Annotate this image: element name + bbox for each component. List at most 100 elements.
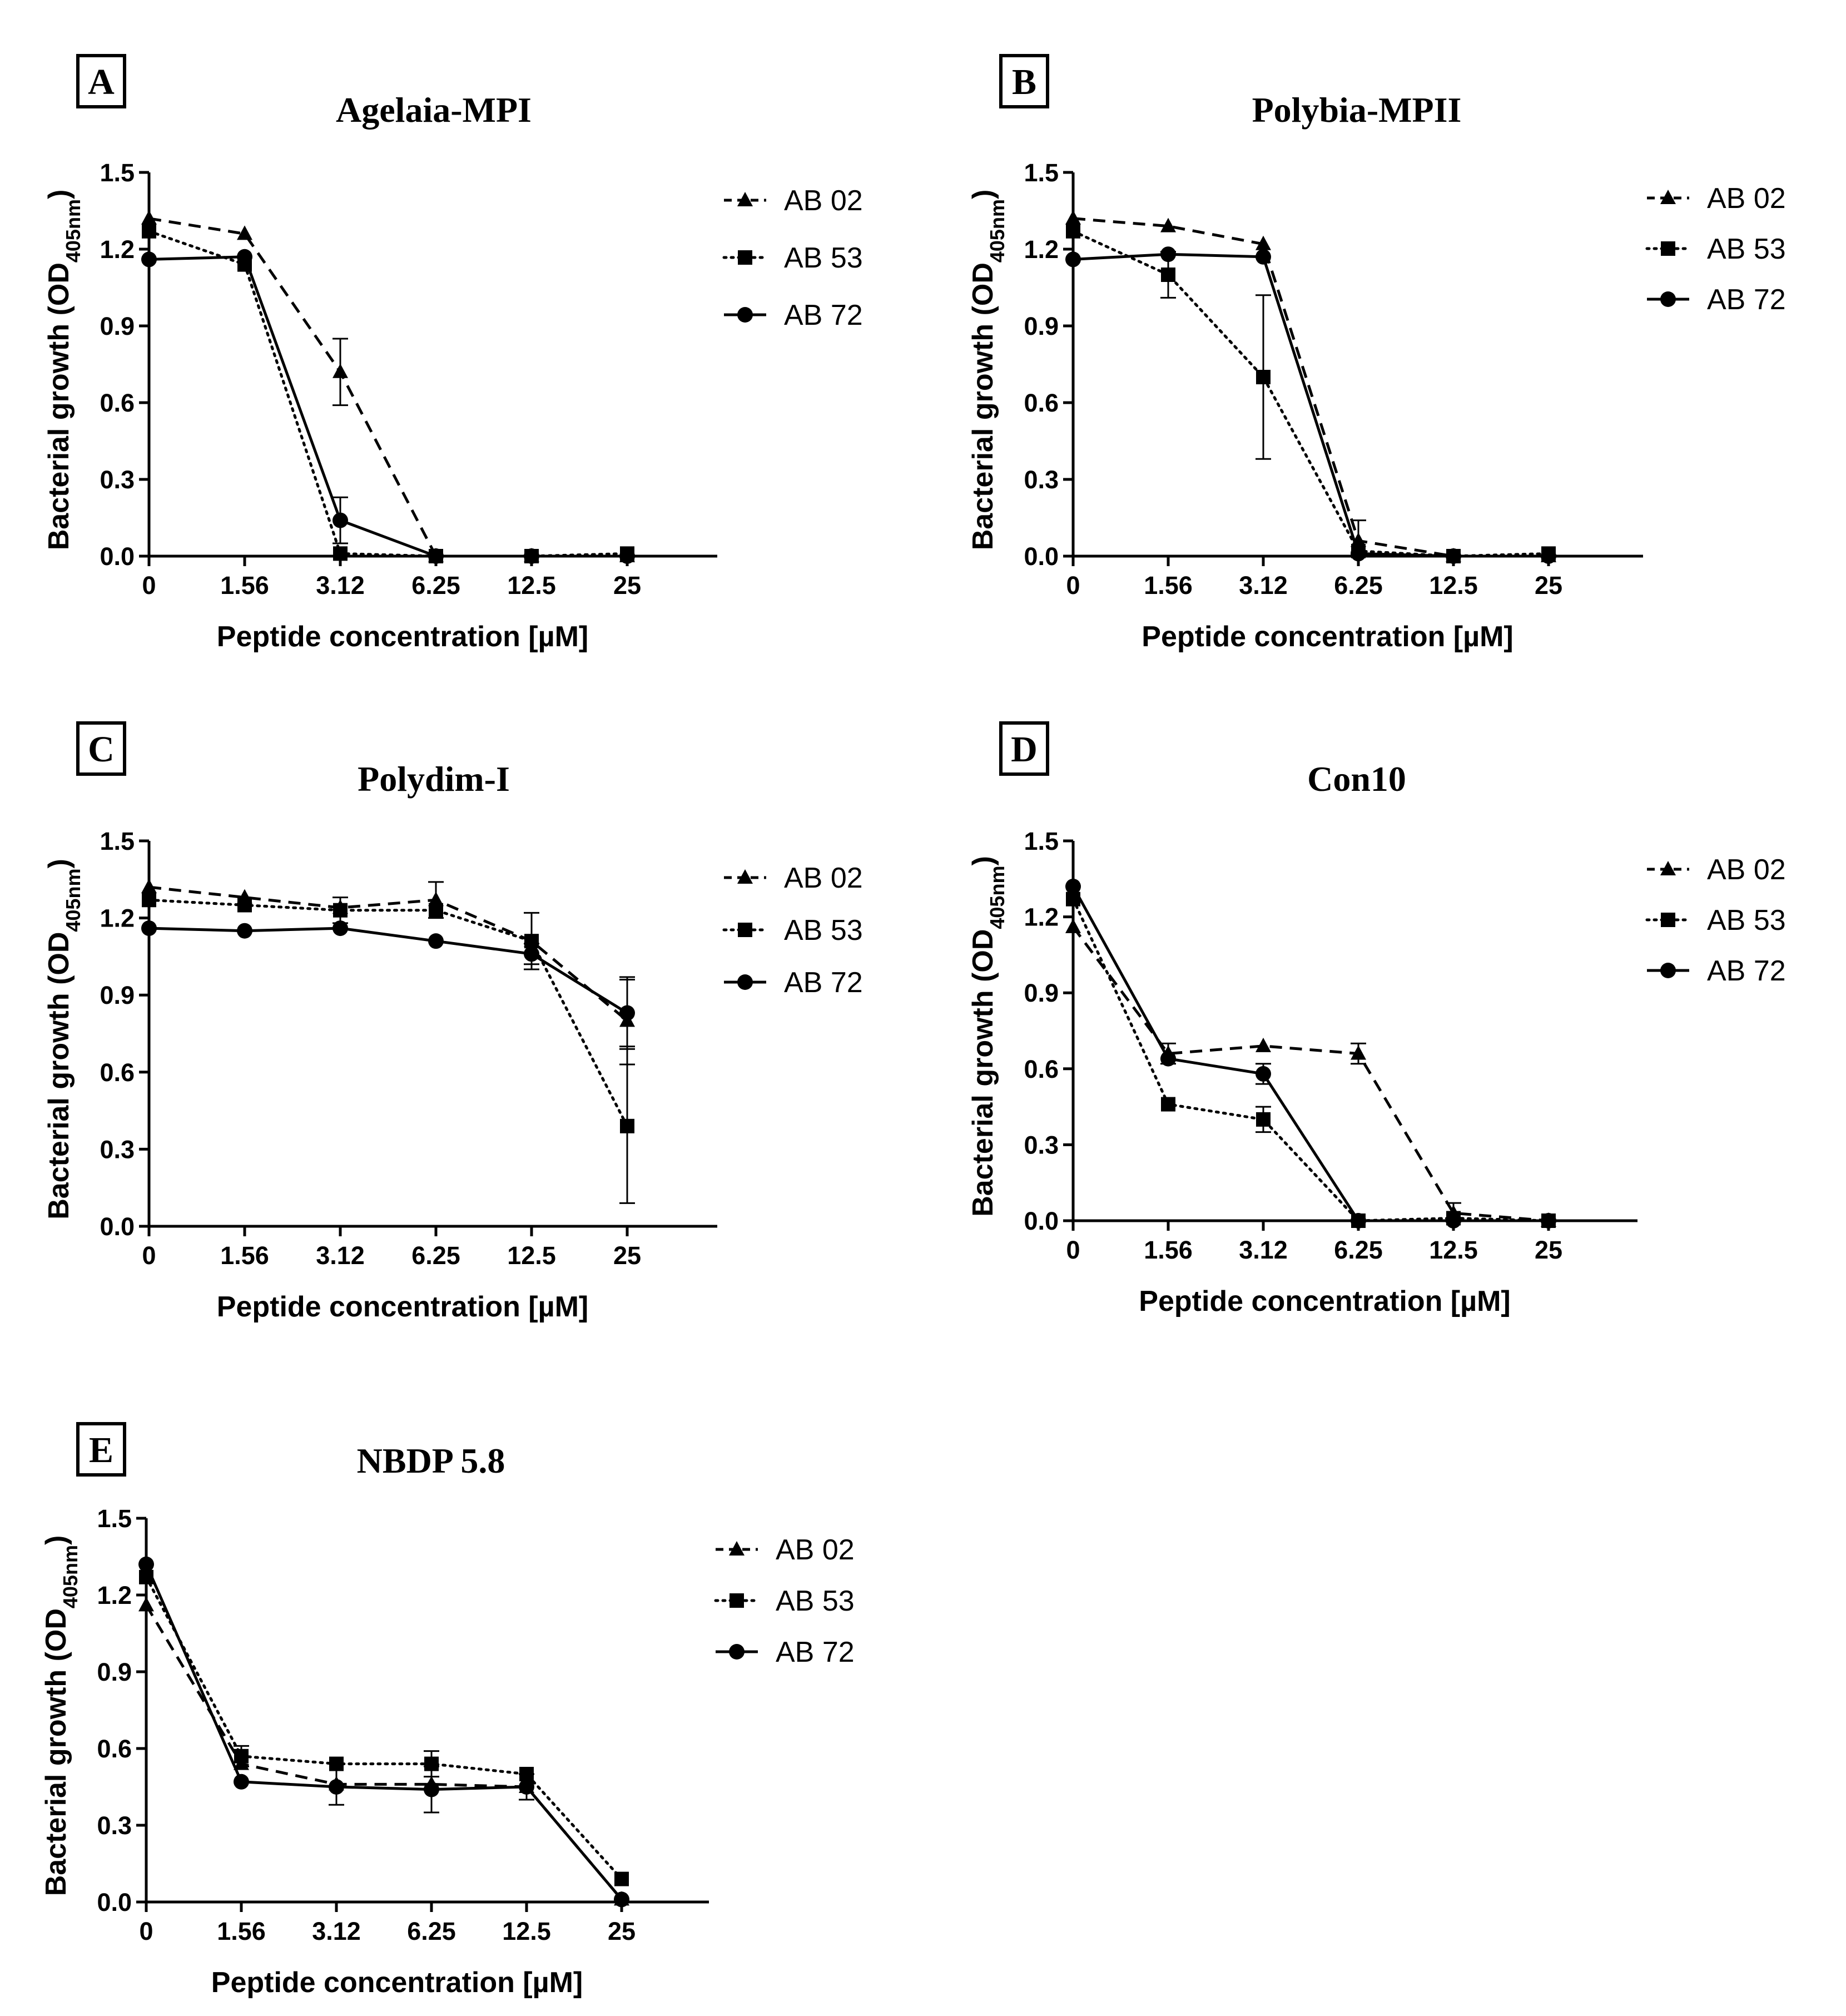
data-point bbox=[141, 879, 157, 894]
legend-entry: AB 53 bbox=[1645, 233, 1786, 265]
panel-label: B bbox=[1012, 62, 1036, 102]
series-line bbox=[145, 1604, 623, 1901]
data-point bbox=[1065, 878, 1081, 894]
legend-label: AB 72 bbox=[784, 967, 863, 999]
series-ab-53 bbox=[1066, 891, 1556, 1228]
y-axis-title-close: ) bbox=[967, 856, 999, 865]
series-line bbox=[148, 885, 628, 1022]
y-tick-label: 0.0 bbox=[1024, 542, 1059, 571]
panel-label: A bbox=[88, 62, 115, 102]
x-tick-label: 3.12 bbox=[1239, 571, 1288, 600]
y-tick-label: 0.3 bbox=[1024, 1131, 1059, 1159]
y-tick-label: 0.9 bbox=[100, 312, 135, 340]
x-axis-title: Peptide concentration [µM] bbox=[217, 621, 588, 653]
x-tick-label: 6.25 bbox=[411, 571, 460, 600]
data-point bbox=[141, 210, 157, 225]
data-point bbox=[619, 548, 635, 564]
y-tick-label: 0.9 bbox=[1024, 312, 1059, 340]
data-point bbox=[237, 923, 252, 939]
data-point bbox=[333, 363, 348, 378]
x-tick-label: 3.12 bbox=[316, 571, 365, 600]
y-axis-title-main: Bacterial growth (OD bbox=[40, 1608, 72, 1896]
panel-label: E bbox=[89, 1430, 113, 1470]
y-axis-title-close: ) bbox=[43, 859, 75, 868]
y-axis-title: Bacterial growth (OD405nm) bbox=[43, 190, 85, 551]
y-axis-title-subscript: 405nm bbox=[986, 199, 1009, 262]
y-tick-label: 1.5 bbox=[100, 158, 135, 187]
x-tick-label: 1.56 bbox=[1144, 571, 1193, 600]
y-axis-title-close: ) bbox=[43, 190, 75, 199]
legend-entry: AB 02 bbox=[1647, 182, 1786, 215]
y-tick-label: 0.0 bbox=[100, 1212, 135, 1241]
legend-entry: AB 02 bbox=[716, 1534, 855, 1566]
legend-marker bbox=[729, 1541, 745, 1556]
y-tick-label: 1.2 bbox=[100, 235, 135, 264]
y-axis-title: Bacterial growth (OD405nm) bbox=[43, 859, 85, 1220]
legend-label: AB 53 bbox=[784, 914, 863, 947]
data-point bbox=[424, 1781, 439, 1797]
x-tick-label: 0 bbox=[142, 1241, 156, 1270]
legend-entry: AB 72 bbox=[724, 299, 863, 331]
y-axis-title-subscript: 405nm bbox=[62, 199, 85, 262]
y-axis-title-subscript: 405nm bbox=[62, 869, 85, 932]
data-point bbox=[1541, 548, 1556, 564]
data-point bbox=[1351, 1045, 1366, 1060]
series-line bbox=[148, 927, 628, 1014]
legend-label: AB 72 bbox=[1707, 284, 1786, 316]
data-point bbox=[1256, 235, 1271, 250]
x-tick-label: 25 bbox=[1535, 571, 1562, 600]
legend-marker bbox=[737, 192, 753, 206]
legend-label: AB 72 bbox=[784, 299, 863, 331]
y-tick-label: 1.5 bbox=[1024, 158, 1059, 187]
series-ab-72 bbox=[1065, 246, 1556, 564]
data-point bbox=[138, 1597, 154, 1612]
y-tick-label: 0.0 bbox=[100, 542, 135, 571]
x-tick-label: 25 bbox=[608, 1917, 636, 1945]
data-point bbox=[1161, 1097, 1175, 1112]
y-tick-label: 0.9 bbox=[100, 981, 135, 1009]
y-tick-label: 0.9 bbox=[97, 1658, 132, 1686]
data-point bbox=[1065, 251, 1081, 268]
data-point bbox=[519, 1779, 534, 1795]
x-tick-label: 12.5 bbox=[1429, 1236, 1478, 1264]
x-tick-label: 1.56 bbox=[1144, 1236, 1193, 1264]
y-tick-label: 0.0 bbox=[97, 1888, 132, 1916]
y-axis-title-close: ) bbox=[967, 190, 999, 199]
x-tick-label: 0 bbox=[139, 1917, 153, 1945]
x-tick-label: 1.56 bbox=[217, 1917, 266, 1945]
series-ab-02 bbox=[1065, 918, 1556, 1227]
x-tick-label: 12.5 bbox=[502, 1917, 551, 1945]
x-axis-title: Peptide concentration [µM] bbox=[217, 1291, 588, 1323]
x-tick-label: 0 bbox=[142, 571, 156, 600]
data-point bbox=[141, 251, 157, 268]
legend-label: AB 02 bbox=[1707, 854, 1786, 886]
legend-entry: AB 02 bbox=[1647, 854, 1786, 886]
x-tick-label: 3.12 bbox=[312, 1917, 361, 1945]
legend-marker bbox=[737, 869, 753, 884]
chart-panel-B: B Polybia-MPII 0.0 0.3 0.6 0.9 1.2 1.5 0 1.56 3.12… bbox=[967, 54, 1786, 653]
data-point bbox=[234, 1774, 249, 1790]
y-tick-label: 0.6 bbox=[1024, 1055, 1059, 1083]
legend-marker bbox=[737, 974, 753, 990]
y-axis-title-main: Bacterial growth (OD bbox=[43, 262, 75, 550]
panel-label-box bbox=[999, 54, 1049, 108]
series-ab-72 bbox=[1065, 878, 1556, 1229]
panel-label-box bbox=[76, 54, 126, 108]
data-point bbox=[1541, 1213, 1556, 1229]
legend-marker bbox=[1661, 241, 1675, 256]
series-ab-02 bbox=[138, 1597, 629, 1906]
data-point bbox=[1160, 246, 1176, 262]
x-tick-label: 3.12 bbox=[316, 1241, 365, 1270]
panel-label-box bbox=[999, 721, 1049, 776]
data-point bbox=[237, 898, 252, 913]
y-axis-title-subscript: 405nm bbox=[986, 866, 1009, 929]
x-tick-label: 0 bbox=[1066, 571, 1080, 600]
x-tick-label: 12.5 bbox=[1429, 571, 1478, 600]
data-point bbox=[333, 546, 348, 561]
x-tick-label: 6.25 bbox=[411, 1241, 460, 1270]
data-point bbox=[1160, 217, 1176, 232]
legend-label: AB 53 bbox=[776, 1585, 855, 1617]
data-point bbox=[428, 548, 444, 564]
panel-label: C bbox=[88, 729, 115, 770]
